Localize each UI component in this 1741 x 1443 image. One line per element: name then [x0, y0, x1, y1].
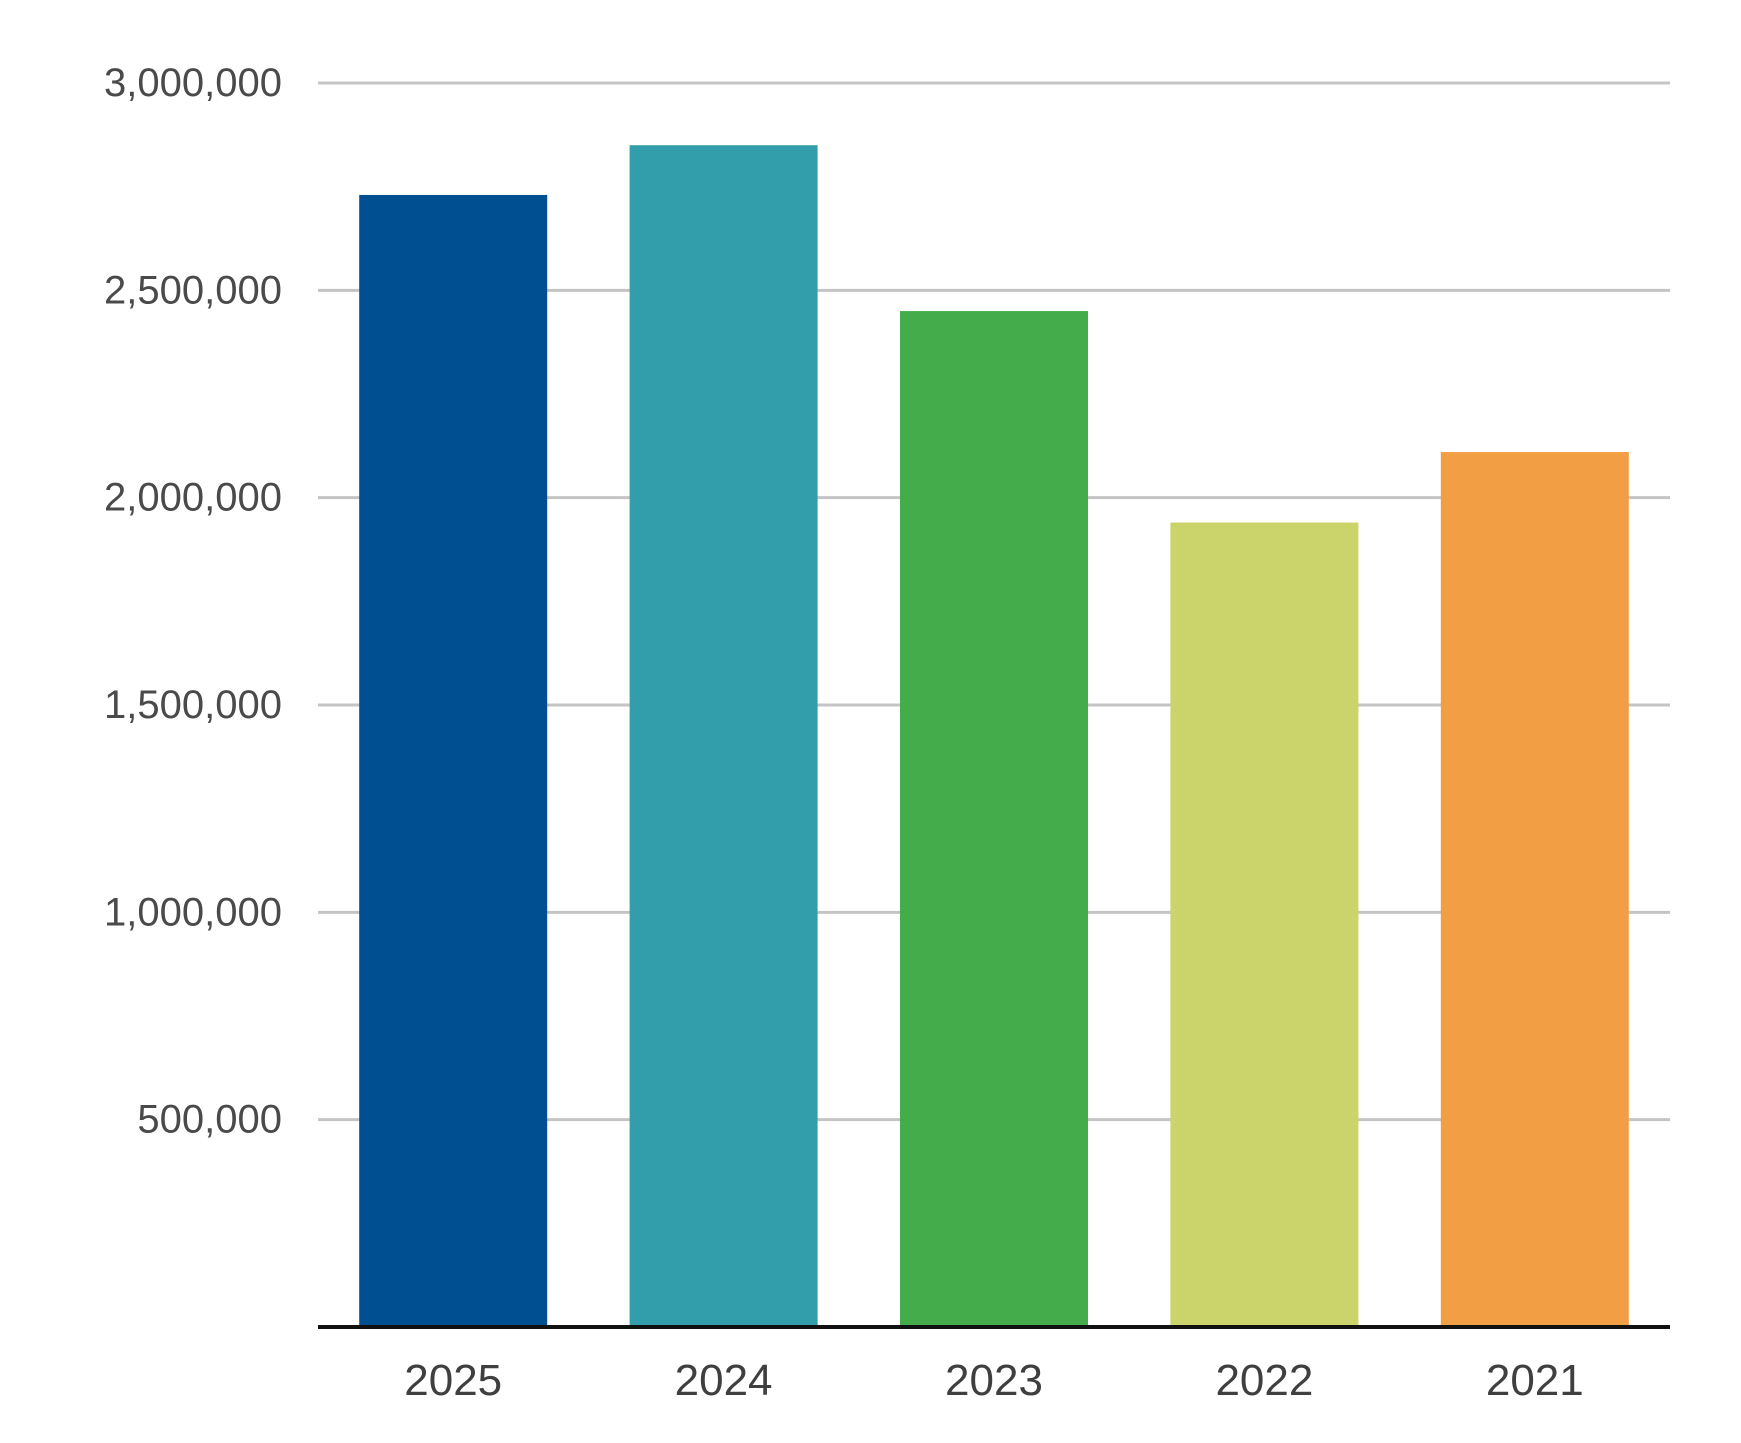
x-axis-category-labels: 2025 2024 2023 2022 2021: [404, 1356, 1583, 1405]
bar-2025: [359, 194, 548, 1328]
x-tick-label: 2025: [404, 1356, 502, 1405]
x-tick-label: 2023: [945, 1356, 1043, 1405]
bar-2024: [629, 145, 818, 1328]
bar-2021: [1440, 452, 1629, 1327]
x-tick-label: 2021: [1486, 1356, 1584, 1405]
y-tick-label: 2,000,000: [104, 476, 282, 520]
y-tick-label: 3,000,000: [104, 61, 282, 105]
x-tick-label: 2022: [1215, 1356, 1313, 1405]
bar-2023: [900, 311, 1088, 1328]
y-tick-label: 2,500,000: [104, 268, 282, 312]
y-tick-label: 1,500,000: [104, 683, 282, 727]
bars: [359, 145, 1629, 1328]
y-tick-label: 500,000: [137, 1098, 282, 1142]
bar-2022: [1170, 522, 1359, 1327]
y-axis-tick-labels: 500,000 1,000,000 1,500,000 2,000,000 2,500,…: [104, 61, 282, 1142]
y-tick-label: 1,000,000: [104, 890, 282, 934]
x-tick-label: 2024: [675, 1356, 773, 1405]
